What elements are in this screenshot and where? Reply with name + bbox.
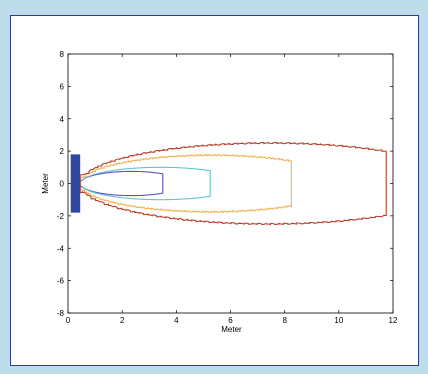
x-axis-label: Meter: [221, 325, 242, 334]
y-tick-label: 4: [60, 115, 65, 124]
x-tick-label: 4: [174, 316, 179, 325]
y-axis-label: Meter: [41, 173, 50, 194]
x-tick-label: 6: [228, 316, 233, 325]
y-tick-label: 6: [60, 82, 65, 91]
x-tick-label: 8: [282, 316, 287, 325]
y-tick-label: -6: [57, 277, 65, 286]
contour-line-4: [79, 141, 387, 226]
contour-line-1: [79, 170, 164, 197]
y-tick-label: -8: [57, 309, 65, 318]
contour-line-3: [79, 153, 292, 214]
y-tick-label: -2: [57, 212, 65, 221]
x-tick-label: 0: [66, 316, 71, 325]
source-rectangle: [70, 154, 81, 213]
y-tick-label: 2: [60, 147, 65, 156]
y-tick-label: 8: [60, 50, 65, 59]
y-tick-label: -4: [57, 244, 65, 253]
plot-area: [67, 53, 394, 314]
x-tick-label: 10: [334, 316, 343, 325]
contour-line-2: [79, 166, 211, 201]
x-tick-label: 2: [120, 316, 125, 325]
y-tick-label: 0: [60, 180, 65, 189]
x-tick-label: 12: [389, 316, 398, 325]
